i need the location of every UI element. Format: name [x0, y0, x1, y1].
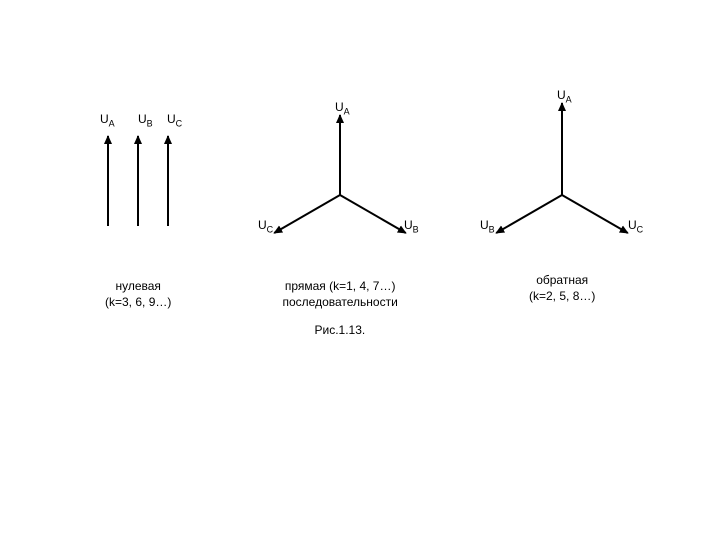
zero-label-ub: UB — [138, 112, 153, 130]
vectors-svg — [0, 0, 720, 540]
direct-caption: прямая (k=1, 4, 7…)последовательности — [283, 278, 398, 310]
figure-caption: Рис.1.13. — [315, 322, 366, 338]
reverse-label-ub: UB — [480, 218, 495, 236]
direct-label-ua: UA — [335, 100, 350, 118]
diagram-canvas: UA UB UC нулевая(k=3, 6, 9…) UA UB UC пр… — [0, 0, 720, 540]
reverse-label-ua: UA — [557, 88, 572, 106]
zero-label-uc: UC — [167, 112, 182, 130]
zero-caption: нулевая(k=3, 6, 9…) — [105, 278, 171, 310]
zero-label-ua: UA — [100, 112, 115, 130]
reverse-caption: обратная(k=2, 5, 8…) — [529, 272, 595, 304]
direct-label-ub: UB — [404, 218, 419, 236]
direct-label-uc: UC — [258, 218, 273, 236]
reverse-label-uc: UC — [628, 218, 643, 236]
